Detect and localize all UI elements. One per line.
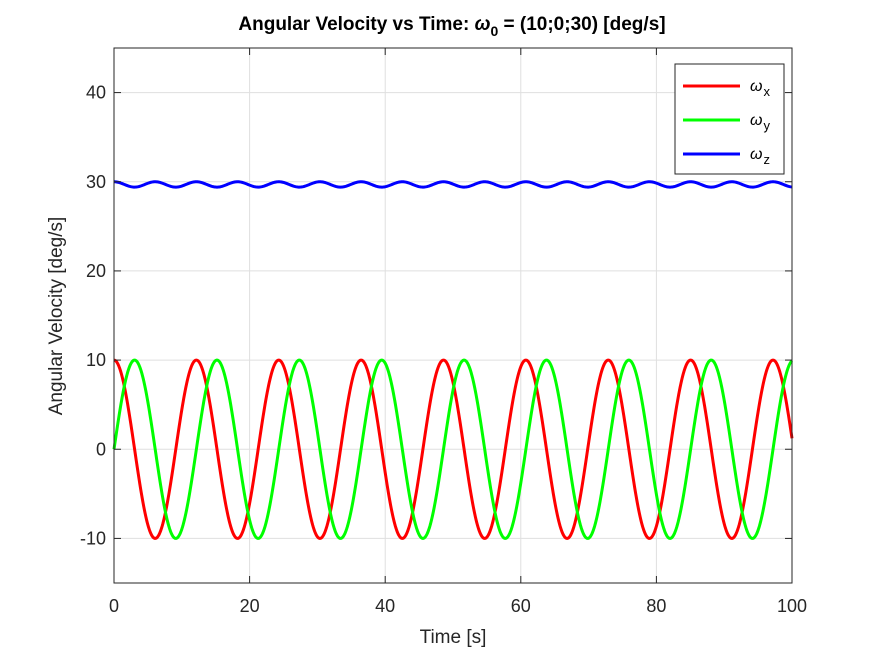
y-tick-labels: -10 0 10 20 30 40 bbox=[80, 83, 106, 549]
series-line-y bbox=[112, 358, 794, 540]
x-tick-label: 0 bbox=[109, 596, 119, 616]
legend-symbol: ω bbox=[750, 146, 762, 163]
legend-label-z: ωz bbox=[750, 146, 770, 167]
x-tick-labels: 0 20 40 60 80 100 bbox=[109, 596, 807, 616]
legend-subscript: z bbox=[763, 152, 770, 167]
plot-frame bbox=[113, 47, 793, 584]
y-tick-label: -10 bbox=[80, 528, 106, 548]
chart-title: Angular Velocity vs Time: ω0 = (10;0;30)… bbox=[238, 14, 665, 39]
x-tick-label: 20 bbox=[240, 596, 260, 616]
y-tick-label: 20 bbox=[86, 261, 106, 281]
series-layer bbox=[112, 180, 794, 540]
axis-ticks bbox=[113, 48, 793, 583]
legend-label-y: ωy bbox=[750, 112, 770, 133]
chart-title-suffix: = (10;0;30) [deg/s] bbox=[498, 14, 665, 35]
x-tick-label: 40 bbox=[375, 596, 395, 616]
x-tick-label: 60 bbox=[511, 596, 531, 616]
y-tick-label: 40 bbox=[86, 83, 106, 103]
legend-subscript: y bbox=[763, 118, 770, 133]
legend-label-x: ωx bbox=[750, 78, 770, 99]
y-tick-label: 10 bbox=[86, 350, 106, 370]
y-tick-label: 30 bbox=[86, 172, 106, 192]
y-tick-label: 0 bbox=[96, 439, 106, 459]
y-axis-label: Angular Velocity [deg/s] bbox=[46, 217, 67, 416]
chart-title-omega-subscript: 0 bbox=[490, 23, 498, 39]
x-axis-label: Time [s] bbox=[420, 627, 487, 648]
legend-symbol: ω bbox=[750, 78, 762, 95]
x-tick-label: 100 bbox=[777, 596, 807, 616]
series-line-x bbox=[113, 358, 794, 540]
chart-title-omega: ω bbox=[475, 14, 491, 35]
x-tick-label: 80 bbox=[646, 596, 666, 616]
legend-subscript: x bbox=[763, 84, 770, 99]
series-line-z bbox=[113, 180, 793, 189]
chart-title-prefix: Angular Velocity vs Time: bbox=[238, 14, 474, 35]
legend-symbol: ω bbox=[750, 112, 762, 129]
